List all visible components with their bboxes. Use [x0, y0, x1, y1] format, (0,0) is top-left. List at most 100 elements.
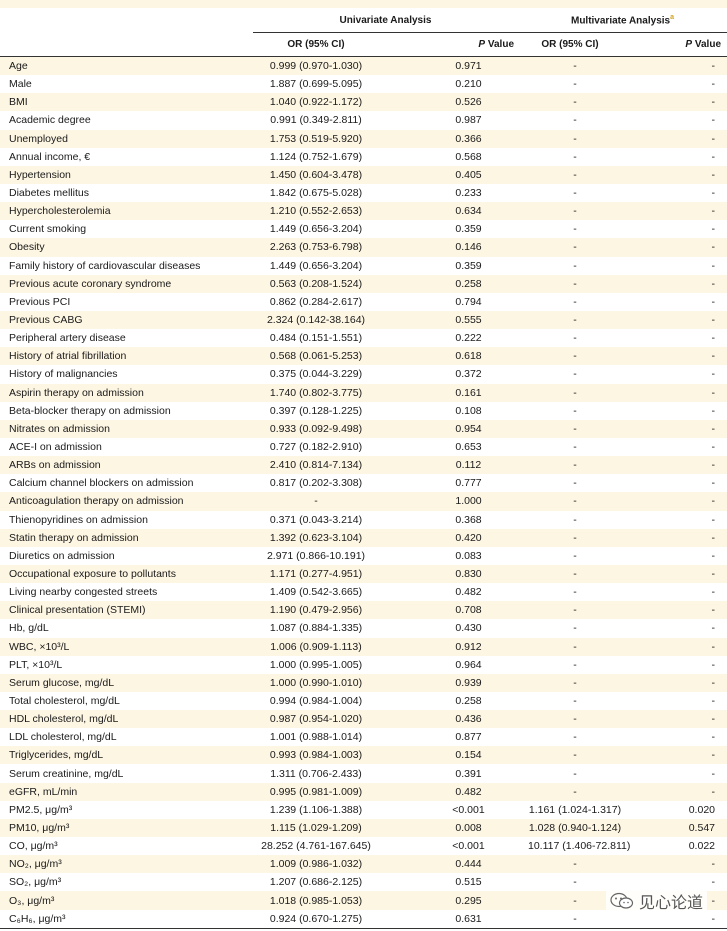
univariate-or-cell: 2.324 (0.142-38.164): [253, 310, 379, 330]
univariate-or-cell: 0.987 (0.954-1.020): [253, 710, 379, 729]
multivariate-or-cell: -: [518, 329, 622, 348]
univariate-or-cell: 0.484 (0.151-1.551): [253, 329, 379, 348]
multivariate-or-cell: -: [518, 873, 622, 892]
multivariate-or-cell: -: [518, 528, 622, 547]
univariate-or-cell: 0.999 (0.970-1.030): [253, 56, 379, 76]
table-row: Peripheral artery disease 0.484 (0.151-1.…: [0, 329, 727, 348]
multivariate-p-cell: -: [622, 855, 727, 874]
multivariate-p-cell: -: [622, 56, 727, 76]
multivariate-p-cell: -: [622, 365, 727, 384]
univariate-or-cell: 1.190 (0.479-2.956): [253, 601, 379, 620]
variable-cell: Statin therapy on admission: [0, 528, 253, 547]
variable-cell: SO₂, μg/m³: [0, 873, 253, 892]
table-row: Aspirin therapy on admission 1.740 (0.802…: [0, 383, 727, 402]
multivariate-p-cell: -: [622, 601, 727, 620]
multivariate-or-cell: 1.161 (1.024-1.317): [518, 800, 622, 819]
univariate-or-cell: 0.924 (0.670-1.275): [253, 909, 379, 929]
univariate-or-cell: 0.727 (0.182-2.910): [253, 437, 379, 457]
multivariate-or-cell: -: [518, 691, 622, 711]
variable-cell: Nitrates on admission: [0, 419, 253, 438]
multivariate-or-cell: -: [518, 383, 622, 402]
univariate-p-cell: 0.359: [379, 256, 518, 275]
univariate-p-cell: 0.515: [379, 873, 518, 892]
table-row: Obesity 2.263 (0.753-6.798) 0.146- -: [0, 238, 727, 257]
multivariate-or-cell: -: [518, 782, 622, 801]
variable-cell: Diabetes mellitus: [0, 183, 253, 203]
table-row: Annual income, €1.124 (0.752-1.679) 0.568…: [0, 147, 727, 166]
variable-cell: Family history of cardiovascular disease…: [0, 256, 253, 275]
multivariate-or-cell: -: [518, 673, 622, 692]
table-row: Current smoking 1.449 (0.656-3.204) 0.359-…: [0, 220, 727, 239]
univariate-p-cell: 0.568: [379, 147, 518, 166]
multivariate-p-cell: -: [622, 782, 727, 801]
multivariate-p-cell: -: [622, 456, 727, 475]
multivariate-or-cell: -: [518, 274, 622, 293]
table-row: PLT, ×10³/L 1.000 (0.995-1.005) 0.964- -: [0, 655, 727, 674]
univariate-p-cell: <0.001: [379, 800, 518, 819]
multivariate-p-cell: -: [622, 764, 727, 783]
variable-cell: WBC, ×10³/L: [0, 637, 253, 656]
variable-header: [0, 32, 253, 57]
variable-cell: PM2.5, μg/m³: [0, 800, 253, 819]
variable-cell: Anticoagulation therapy on admission: [0, 492, 253, 511]
multivariate-or-cell: -: [518, 510, 622, 529]
univariate-or-cell: 1.392 (0.623-3.104): [253, 528, 379, 547]
univariate-or-cell: 1.239 (1.106-1.388): [253, 800, 379, 819]
univariate-p-cell: 0.794: [379, 292, 518, 311]
univariate-p-cell: 0.108: [379, 401, 518, 420]
multivariate-label: Multivariate Analysis: [570, 15, 671, 27]
variable-cell: Annual income, €: [0, 147, 253, 166]
group-header-row: Univariate Analysis Multivariate Analysi…: [0, 8, 727, 33]
variable-cell: Academic degree: [0, 111, 253, 130]
table-row: Previous acute coronary syndrome 0.563 (0…: [0, 274, 727, 293]
univariate-p-cell: 0.939: [379, 673, 518, 692]
univariate-or-cell: 1.207 (0.686-2.125): [253, 873, 379, 892]
multivariate-p-cell: -: [622, 220, 727, 239]
table-row: PM10, μg/m³ 1.115 (1.029-1.209) 0.008 1.028…: [0, 818, 727, 838]
univariate-or-cell: 0.371 (0.043-3.214): [253, 510, 379, 529]
table-row: Academic degree 0.991 (0.349-2.811) 0.987-…: [0, 111, 727, 130]
multivariate-or-cell: -: [518, 891, 622, 910]
multivariate-p-cell: -: [622, 691, 727, 711]
univariate-p-cell: 0.008: [379, 818, 518, 838]
univariate-or-cell: 1.753 (0.519-5.920): [253, 129, 379, 148]
sub-header-row: OR (95% CI) P Value OR (95% CI) P Value: [0, 32, 727, 57]
univariate-or-cell: 1.740 (0.802-3.775): [253, 383, 379, 402]
variable-cell: Triglycerides, mg/dL: [0, 746, 253, 765]
variable-cell: Living nearby congested streets: [0, 583, 253, 602]
multivariate-or-cell: -: [518, 746, 622, 765]
univariate-or-cell: 1.000 (0.995-1.005): [253, 655, 379, 674]
variable-cell: Thienopyridines on admission: [0, 510, 253, 529]
multivariate-header: Multivariate Analysisa: [518, 8, 727, 33]
univariate-or-cell: 0.995 (0.981-1.009): [253, 782, 379, 801]
table-row: NO₂, μg/m³ 1.009 (0.986-1.032) 0.444- -: [0, 855, 727, 874]
univariate-or-cell: 1.001 (0.988-1.014): [253, 728, 379, 747]
multivariate-or-cell: -: [518, 310, 622, 330]
univariate-or-cell: -: [253, 492, 379, 511]
multivariate-p-cell: -: [622, 546, 727, 565]
univariate-or-cell: 0.994 (0.984-1.004): [253, 691, 379, 711]
univariate-or-cell: 1.018 (0.985-1.053): [253, 891, 379, 910]
table-row: Serum creatinine, mg/dL 1.311 (0.706-2.43…: [0, 764, 727, 783]
variable-cell: CO, μg/m³: [0, 837, 253, 856]
univariate-or-cell: 1.449 (0.656-3.204): [253, 220, 379, 239]
univariate-or-cell: 0.375 (0.044-3.229): [253, 365, 379, 384]
univariate-p-cell: 0.146: [379, 238, 518, 257]
univariate-p-cell: 0.631: [379, 909, 518, 929]
univariate-p-cell: 1.000: [379, 492, 518, 511]
univariate-p-cell: 0.618: [379, 347, 518, 366]
variable-cell: eGFR, mL/min: [0, 782, 253, 801]
watermark: 见心论道: [605, 887, 707, 915]
multivariate-p-cell: -: [622, 111, 727, 130]
table-row: Age 0.999 (0.970-1.030) 0.971- -: [0, 56, 727, 76]
multivariate-or-cell: -: [518, 474, 622, 493]
univariate-p-cell: 0.430: [379, 619, 518, 638]
multivariate-or-cell: -: [518, 220, 622, 239]
multivariate-p-cell: -: [622, 347, 727, 366]
multivariate-or-cell: -: [518, 365, 622, 384]
table-row: Hypercholesterolemia 1.210 (0.552-2.653) 0…: [0, 202, 727, 221]
multivariate-or-cell: -: [518, 728, 622, 747]
variable-cell: Age: [0, 56, 253, 76]
variable-cell: LDL cholesterol, mg/dL: [0, 728, 253, 747]
multivariate-or-cell: -: [518, 909, 622, 929]
